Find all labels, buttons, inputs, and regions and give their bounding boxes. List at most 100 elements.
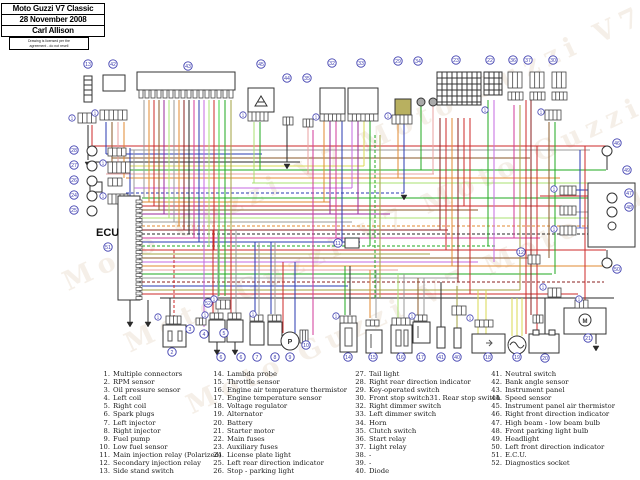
svg-text:1: 1 — [252, 312, 255, 317]
legend-item: 7. Left injector — [103, 418, 156, 427]
component-number-20: 20 — [540, 353, 550, 363]
svg-text:26: 26 — [71, 178, 77, 184]
legend-item: 39. - — [355, 459, 372, 468]
legend-item: 46. Right front direction indicator — [491, 410, 610, 419]
svg-text:43: 43 — [185, 64, 191, 70]
legend-item: 16. Engine air temperature thermistor — [213, 386, 348, 395]
legend-item: 24. License plate light — [213, 450, 291, 459]
component-number-24: 24 — [69, 190, 79, 200]
component-bodies: PM — [83, 71, 636, 355]
component-number-50: 50 — [612, 264, 622, 274]
svg-text:1: 1 — [469, 316, 472, 321]
svg-text:6: 6 — [240, 355, 243, 361]
fuel-pump-label: P — [288, 339, 293, 346]
connector-mark-1: 1 — [154, 313, 162, 321]
svg-text:6: 6 — [220, 355, 223, 361]
legend-item: 23. Auxiliary fuses — [213, 442, 278, 451]
svg-text:1: 1 — [213, 297, 216, 302]
legend-item: 10. Low fuel sensor — [99, 442, 168, 451]
legend-item: 45. Instrument panel air thermistor — [491, 402, 615, 411]
component-number-46: 46 — [612, 138, 622, 148]
svg-text:50: 50 — [614, 267, 620, 273]
svg-text:4: 4 — [203, 332, 206, 338]
component-number-40: 40 — [452, 352, 462, 362]
legend-item: 12. Secondary injection relay — [99, 459, 201, 468]
legend-item: 41. Neutral switch — [491, 370, 557, 378]
legend-item: 44. Speed sensor — [491, 394, 552, 403]
svg-text:46: 46 — [614, 141, 620, 147]
svg-text:24: 24 — [71, 193, 77, 199]
svg-text:1: 1 — [578, 297, 581, 302]
svg-text:1: 1 — [102, 194, 105, 199]
svg-text:32: 32 — [329, 61, 335, 67]
svg-text:20: 20 — [542, 356, 548, 362]
component-number-22: 22 — [485, 55, 495, 65]
legend-item: 11. Main injection relay (Polarized) — [99, 450, 222, 459]
title-block: Moto Guzzi V7 Classic 28 November 2008 C… — [1, 3, 105, 50]
legend-item: 32. Right dimmer switch — [355, 402, 442, 411]
connector-mark-1: 1 — [249, 310, 257, 318]
svg-text:12: 12 — [518, 250, 524, 256]
component-number-23: 23 — [451, 55, 461, 65]
legend-item: 42. Bank angle sensor — [491, 378, 569, 387]
svg-text:1: 1 — [411, 314, 414, 319]
component-number-43: 43 — [183, 61, 193, 71]
component-number-25: 25 — [69, 205, 79, 215]
ecu-block: ECU — [96, 195, 143, 301]
svg-text:1: 1 — [553, 187, 556, 192]
svg-text:8: 8 — [274, 355, 277, 361]
connector-mark-1: 1 — [201, 311, 209, 319]
legend-item: 48. Front parking light bulb — [491, 426, 589, 435]
component-number-17: 17 — [416, 352, 426, 362]
svg-text:37: 37 — [525, 58, 531, 64]
legend-item: 8. Right injector — [103, 426, 161, 435]
svg-text:17: 17 — [418, 355, 424, 361]
legend-item: 13. Side stand switch — [99, 467, 174, 476]
svg-text:34: 34 — [415, 59, 421, 65]
svg-text:1: 1 — [242, 113, 245, 118]
svg-text:21: 21 — [585, 336, 591, 342]
legend-item: 22. Main fuses — [213, 434, 265, 443]
svg-text:10: 10 — [303, 343, 309, 349]
legend-item: 35. Clutch switch — [355, 426, 417, 435]
component-number-32: 32 — [327, 58, 337, 68]
connector-mark-1: 1 — [312, 113, 320, 121]
legend-item: 17. Engine temperature sensor — [213, 394, 322, 403]
svg-text:1: 1 — [542, 285, 545, 290]
legend-item: 9. Fuel pump — [103, 434, 150, 443]
svg-text:14: 14 — [345, 355, 351, 361]
component-number-13: 13 — [83, 59, 93, 69]
svg-text:44: 44 — [284, 76, 290, 82]
legend-item: 49. Headlight — [491, 434, 540, 443]
svg-text:7: 7 — [256, 355, 259, 361]
connector-mark-1: 1 — [68, 114, 76, 122]
component-number-5: 5 — [219, 328, 229, 338]
connector-mark-1: 1 — [91, 109, 99, 117]
svg-text:45: 45 — [258, 62, 264, 68]
svg-text:5: 5 — [223, 331, 226, 337]
svg-text:15: 15 — [370, 355, 376, 361]
component-number-30: 30 — [548, 55, 558, 65]
legend-item: 50. Left front direction indicator — [491, 442, 605, 451]
svg-text:16: 16 — [398, 355, 404, 361]
wires — [87, 100, 614, 344]
svg-text:41: 41 — [438, 355, 444, 361]
legend-item: 40. Diode — [355, 467, 390, 476]
starter-motor-label: M — [583, 319, 588, 325]
connector-mark-1: 1 — [99, 159, 107, 167]
svg-text:48: 48 — [626, 205, 632, 211]
legend-column-4: 41. Neutral switch 42. Bank angle sensor 43.… — [486, 370, 640, 475]
svg-text:27: 27 — [71, 163, 77, 169]
connector-mark-1: 1 — [210, 295, 218, 303]
svg-text:9: 9 — [289, 355, 292, 361]
svg-text:1: 1 — [315, 115, 318, 120]
legend-item: 34. Horn — [355, 418, 387, 427]
svg-text:19: 19 — [514, 355, 520, 361]
svg-text:42: 42 — [110, 62, 116, 68]
legend-item: 25. Left rear direction indicator — [213, 459, 324, 468]
svg-text:33: 33 — [358, 61, 364, 67]
component-number-29: 29 — [393, 56, 403, 66]
